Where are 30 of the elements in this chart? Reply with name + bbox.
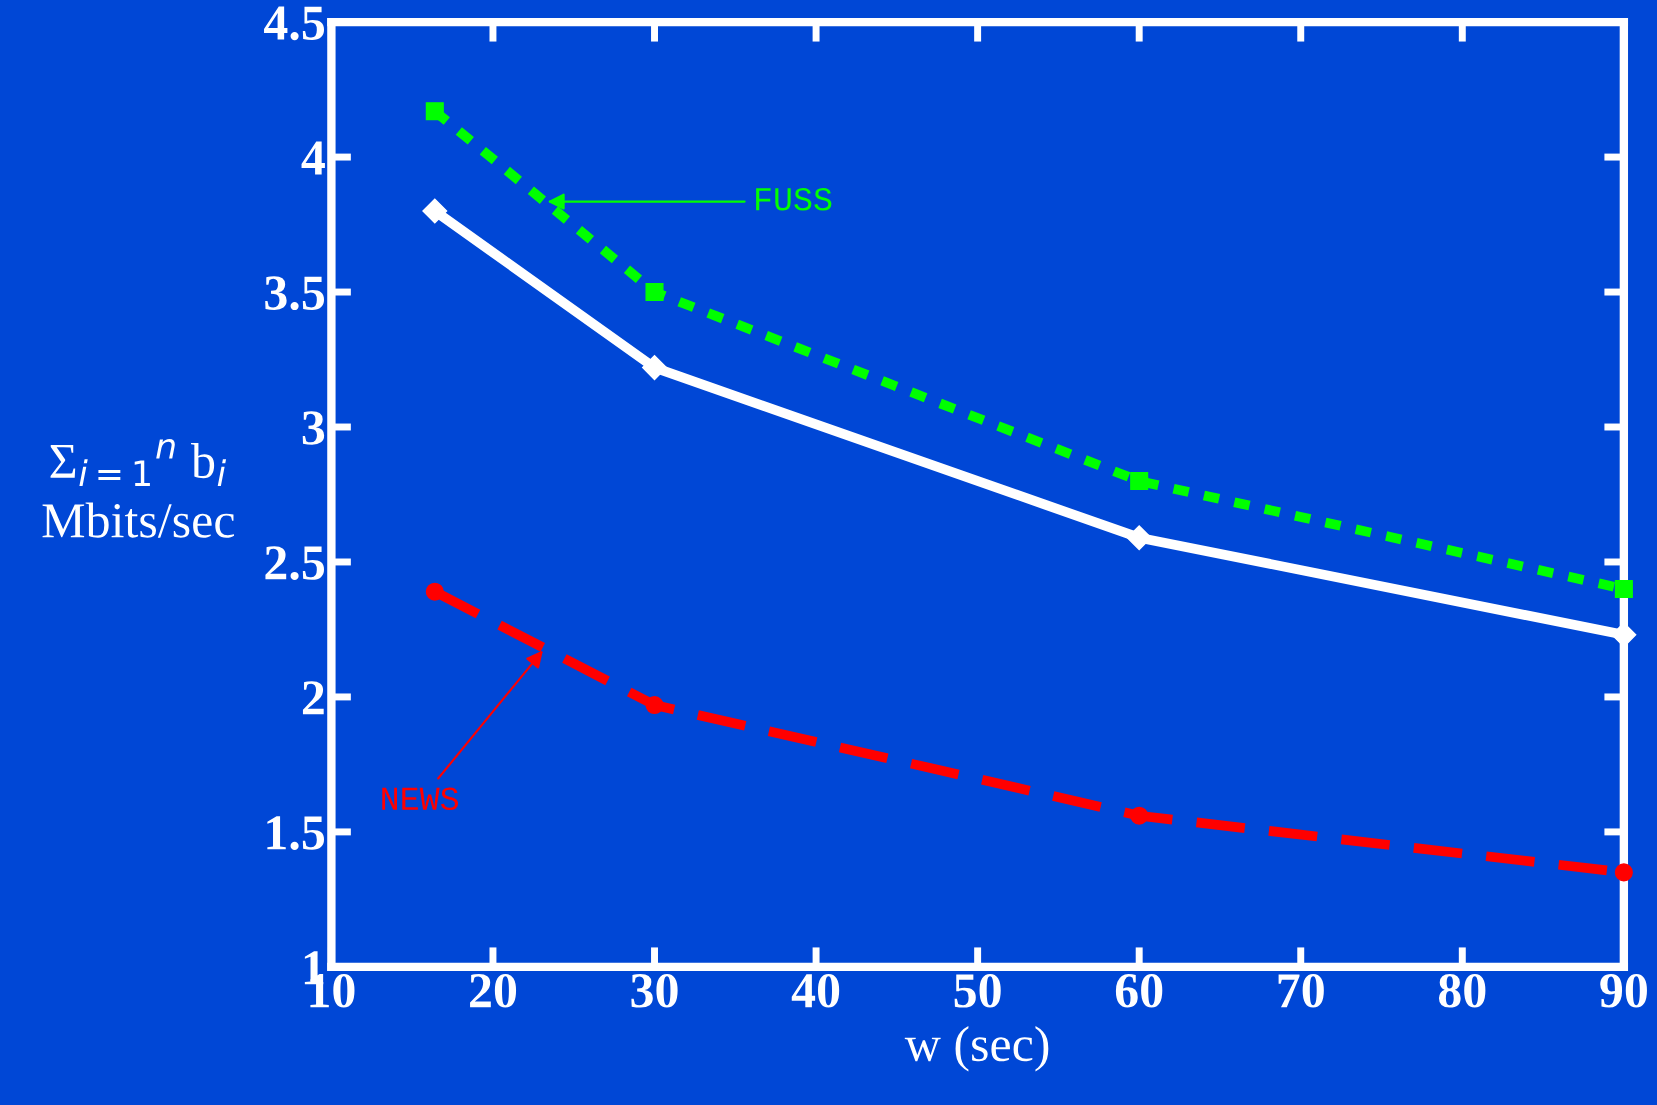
x-tick-label: 60	[1115, 973, 1163, 1008]
y-tick-label: 2	[302, 681, 324, 715]
y-tick-label: 1.5	[267, 816, 325, 850]
y-tick-label: 4.5	[264, 6, 325, 41]
point	[1614, 863, 1633, 882]
point	[422, 198, 448, 224]
point	[1126, 525, 1152, 551]
y-tick-label: 3	[302, 411, 325, 445]
x-tick-label: 30	[631, 973, 678, 1008]
point	[425, 582, 444, 601]
x-tick-label: 90	[1600, 973, 1647, 1008]
point	[425, 102, 444, 121]
text: FUSS	[756, 187, 832, 211]
y-tick-label: 3.5	[265, 276, 325, 311]
y-axis-title: Σ$_{i=1}$$^{n}$ b$_{i}$ Mbits/sec	[42, 438, 235, 538]
x-tick-label: 40	[791, 973, 840, 1008]
point	[1130, 806, 1149, 825]
point	[642, 355, 667, 381]
x-tick-label: 70	[1278, 973, 1324, 1008]
point	[1614, 579, 1633, 598]
point	[1130, 471, 1149, 491]
point	[645, 283, 664, 302]
y-tick-label: 4	[301, 141, 325, 175]
text: NEWS	[382, 787, 459, 811]
x-tick-label: 20	[470, 973, 517, 1008]
y-tick-label: 2.5	[265, 546, 325, 581]
point	[645, 696, 664, 715]
x-axis-title: w (sec)	[904, 1026, 1049, 1072]
x-tick-label: 50	[954, 973, 1001, 1008]
x-tick-label: 80	[1438, 973, 1486, 1008]
